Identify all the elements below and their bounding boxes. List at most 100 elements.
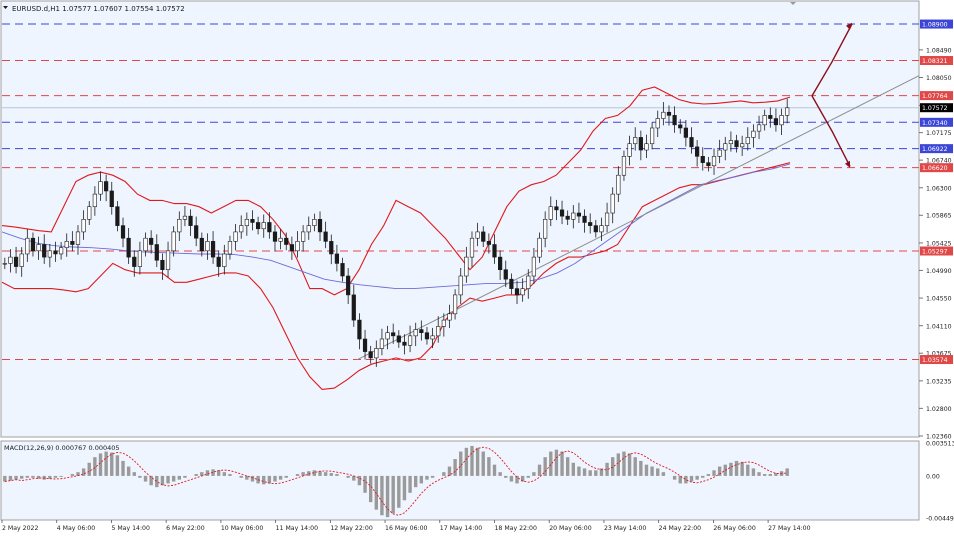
candle-body	[64, 241, 69, 248]
candle-body	[132, 256, 137, 267]
candle-body	[362, 338, 368, 352]
candle-body	[447, 313, 452, 321]
current-price-badge	[920, 103, 953, 113]
time-tick-label: 17 May 14:00	[440, 525, 482, 532]
candle-body	[498, 256, 503, 271]
candle-body	[762, 115, 767, 126]
candle-body	[469, 237, 475, 258]
candle-body	[115, 206, 120, 226]
candles-layer	[2, 98, 790, 367]
candle-body	[120, 225, 126, 239]
price-tick-label: 1.02800	[926, 406, 952, 413]
candle-body	[452, 294, 458, 315]
candle-body	[621, 156, 627, 176]
candle-body	[47, 250, 52, 258]
candle-body	[126, 237, 131, 258]
candle-body	[255, 222, 261, 230]
level-badge-label: 1.03574	[922, 357, 948, 364]
candle-body	[424, 332, 430, 340]
candle-body	[734, 140, 739, 148]
candle-body	[464, 256, 469, 277]
candle-body	[599, 225, 604, 233]
moving-average-layer	[1, 163, 791, 290]
bollinger-layer	[1, 86, 791, 390]
bollinger-lower-band	[1, 162, 791, 390]
bollinger-upper-band	[1, 86, 791, 296]
trendline-layer	[356, 75, 920, 361]
candle-body	[2, 263, 7, 265]
level-badge-label: 1.06620	[922, 165, 948, 172]
symbol-header: EURUSD.d,H1 1.07577 1.07607 1.07554 1.07…	[12, 5, 185, 13]
candle-body	[514, 288, 520, 296]
candle-body	[436, 326, 441, 337]
macd-axis[interactable]: 0.003513 0.00 -0.004493	[790, 2, 954, 523]
candle-body	[565, 215, 570, 220]
level-badge-label: 1.06922	[922, 146, 948, 153]
price-pane	[0, 0, 920, 438]
candle-body	[616, 174, 621, 195]
time-tick-label: 23 May 14:00	[604, 525, 646, 532]
candle-body	[81, 219, 86, 233]
price-tick-label: 1.04110	[926, 323, 952, 330]
candle-body	[216, 256, 221, 267]
candle-body	[87, 206, 92, 220]
time-tick-label: 10 May 06:00	[221, 525, 263, 532]
ascending-trendline	[356, 75, 920, 361]
candle-body	[576, 212, 582, 217]
time-axis[interactable]: 2 May 2022 4 May 06:00 5 May 14:00 6 May 22…	[1, 520, 811, 532]
candle-body	[407, 335, 413, 346]
level-badge-label: 1.07340	[922, 120, 948, 127]
time-tick-label: 4 May 06:00	[57, 525, 96, 532]
candle-body	[278, 237, 283, 242]
macd-tick-label: -0.004493	[926, 516, 954, 523]
price-tick-label: 1.06300	[926, 185, 952, 192]
candle-body	[244, 219, 249, 226]
chevron-down-icon[interactable]	[3, 6, 8, 9]
candle-body	[98, 181, 103, 195]
candle-body	[610, 193, 615, 214]
candle-body	[92, 193, 97, 208]
time-tick-label: 20 May 06:00	[549, 525, 591, 532]
candle-body	[644, 143, 649, 151]
arrow-head-up-icon	[846, 22, 852, 30]
candle-body	[683, 127, 688, 138]
candle-body	[402, 341, 407, 346]
candle-body	[728, 140, 734, 145]
candle-body	[149, 237, 154, 245]
price-axis[interactable]: 1.084901.080501.076101.071751.067401.063…	[919, 19, 953, 441]
candle-body	[199, 237, 204, 252]
candle-body	[312, 219, 317, 226]
candle-body	[385, 332, 390, 340]
bullish-scenario-arrow	[811, 23, 853, 97]
candle-body	[177, 219, 182, 233]
candle-body	[723, 143, 728, 151]
candle-body	[638, 137, 643, 151]
candle-body	[717, 149, 722, 157]
time-tick-label: 18 May 22:00	[495, 525, 537, 532]
price-tick-label: 1.08050	[926, 75, 952, 82]
candle-body	[711, 156, 717, 167]
candle-body	[104, 181, 109, 192]
candle-body	[503, 269, 508, 280]
candle-body	[233, 231, 238, 242]
candle-body	[655, 118, 660, 129]
candle-body	[419, 329, 424, 333]
level-badge	[920, 144, 953, 154]
candle-body	[582, 215, 587, 223]
time-tick-label: 16 May 06:00	[385, 525, 427, 532]
candle-body	[340, 263, 345, 277]
candle-body	[323, 231, 328, 242]
candle-body	[559, 209, 565, 217]
candle-body	[53, 250, 58, 255]
level-badge	[920, 246, 953, 256]
candle-body	[509, 278, 514, 289]
candle-body	[205, 241, 210, 252]
candle-body	[261, 222, 266, 230]
price-tick-label: 1.05425	[926, 240, 952, 247]
candle-body	[188, 215, 193, 226]
time-tick-label: 24 May 22:00	[659, 525, 701, 532]
candle-body	[695, 146, 700, 157]
candle-body	[70, 241, 75, 245]
time-tick-label: 12 May 22:00	[330, 525, 372, 532]
macd-layer	[3, 445, 789, 518]
